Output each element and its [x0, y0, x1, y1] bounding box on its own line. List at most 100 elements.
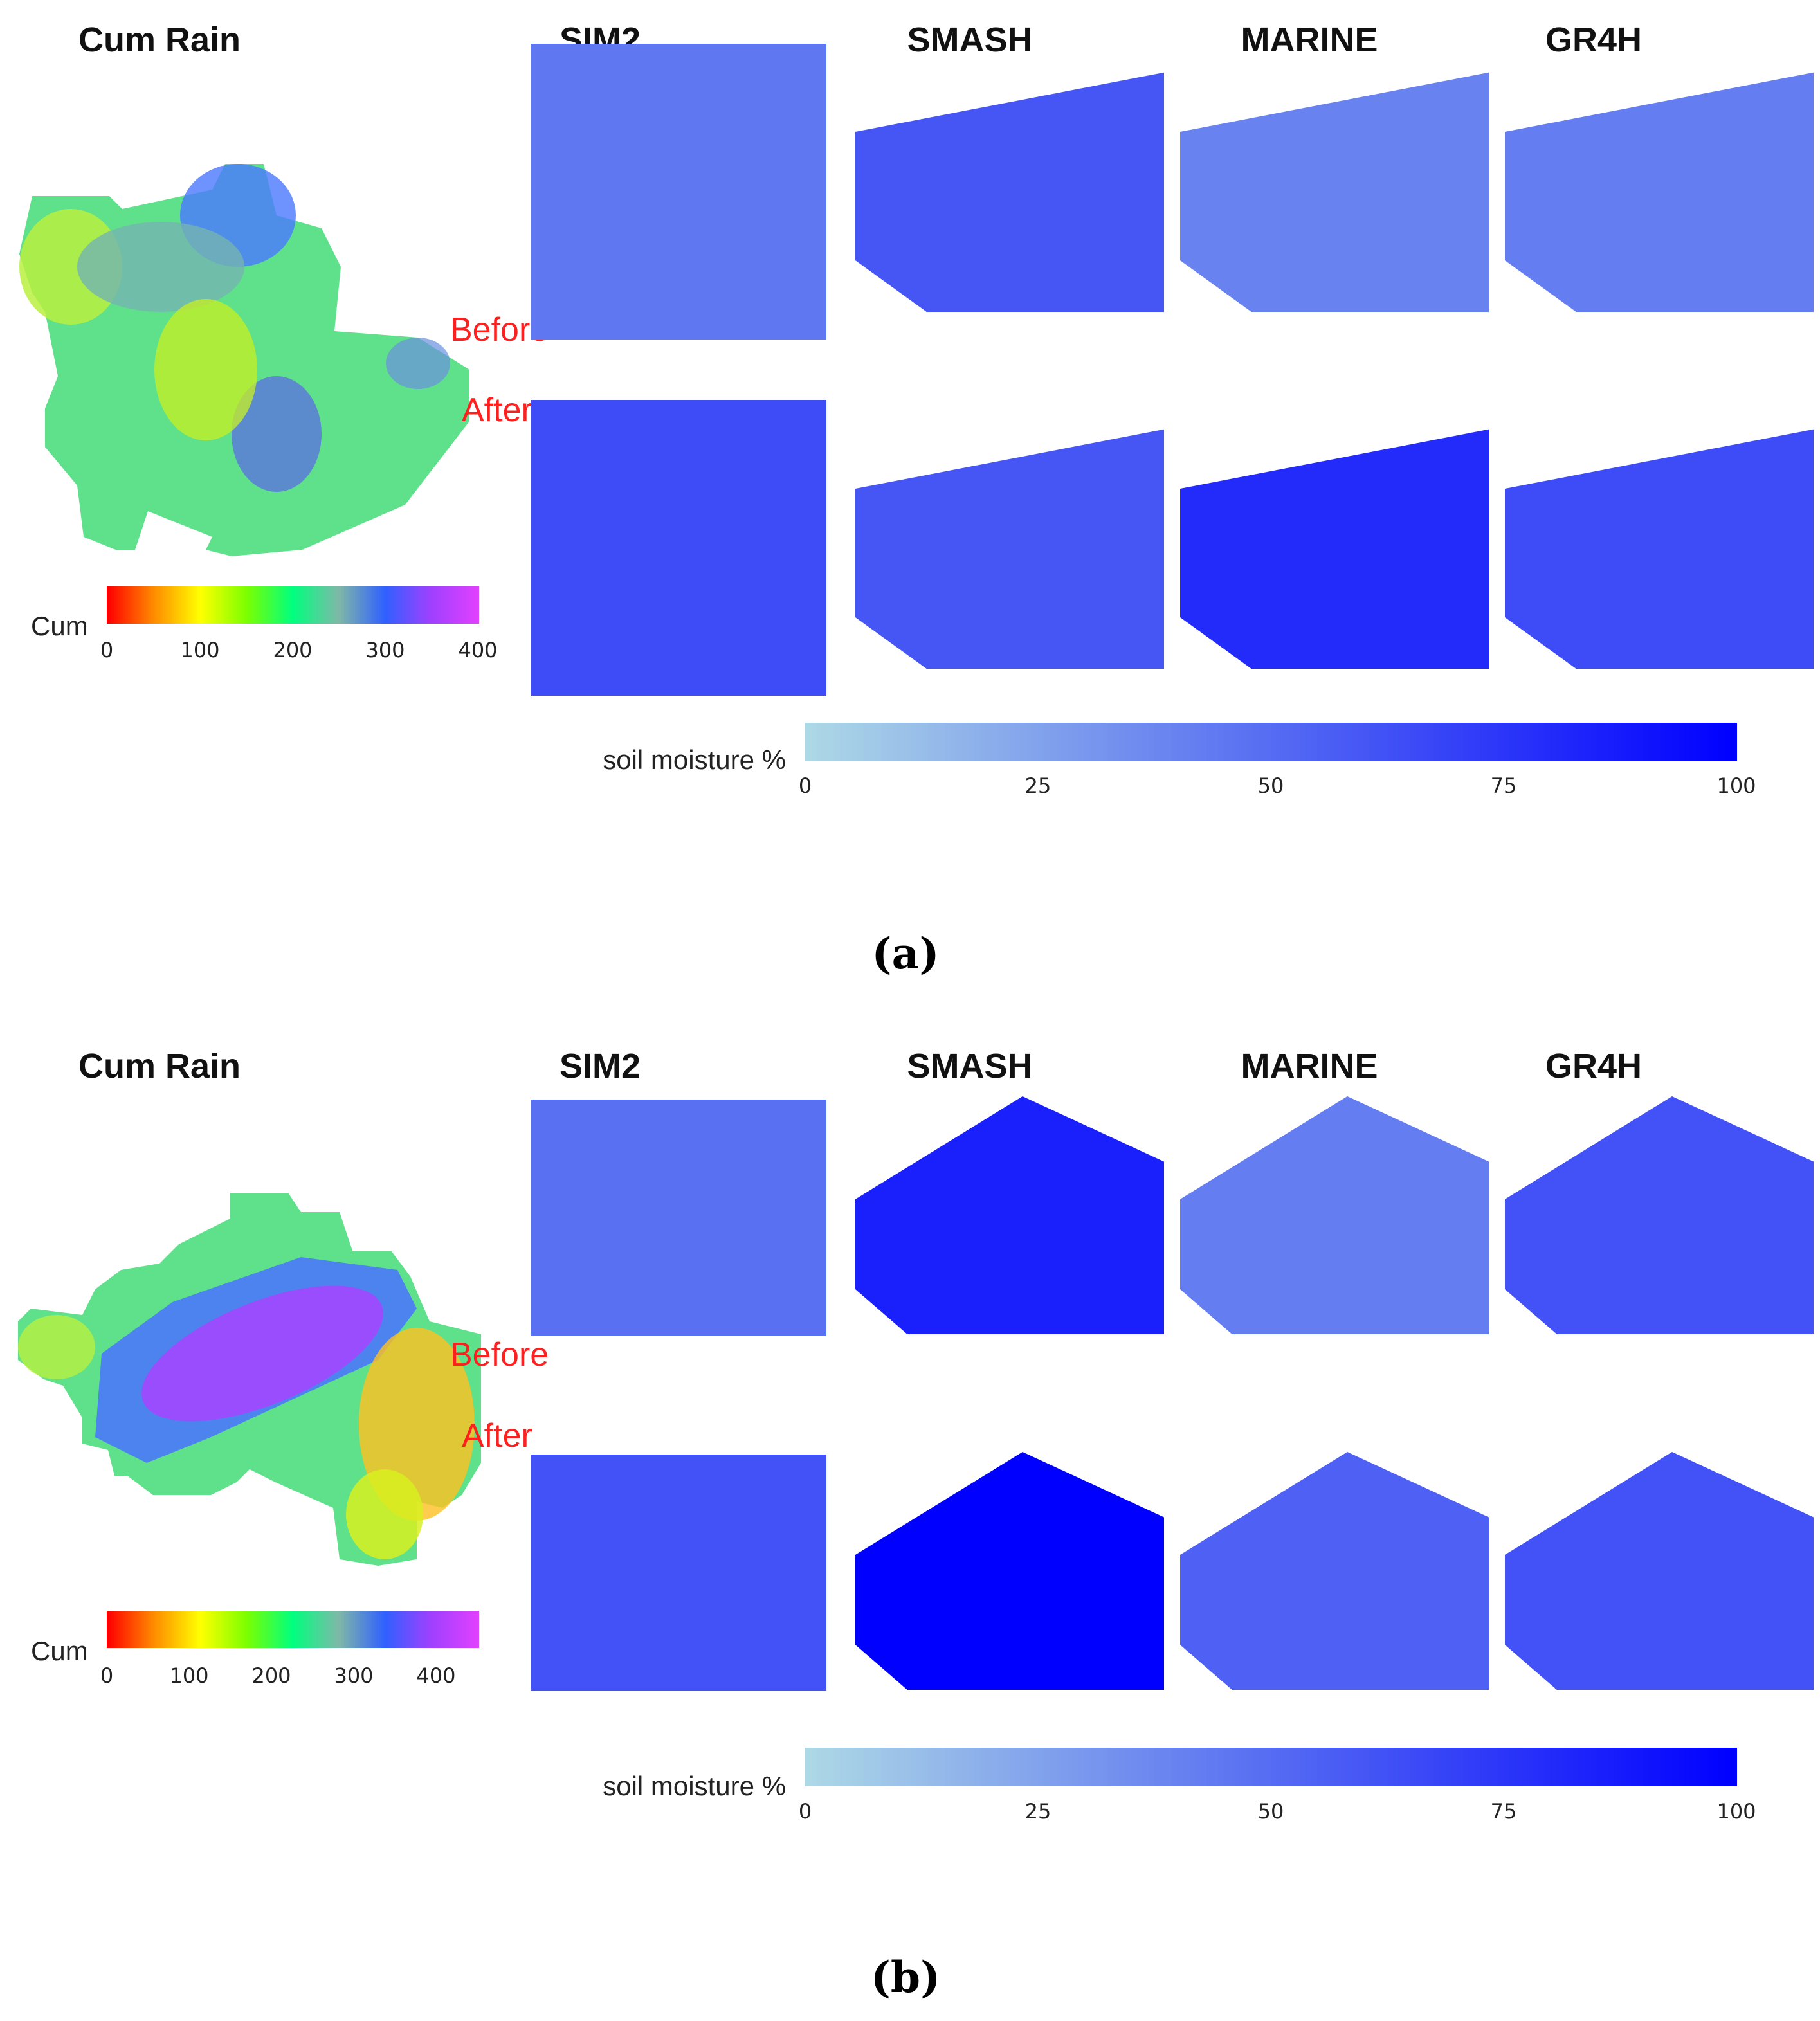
rain-tick: 200	[273, 638, 312, 662]
colorbar-segment	[1433, 1748, 1441, 1786]
colorbar-segment	[476, 586, 479, 624]
colorbar-segment	[181, 1611, 185, 1648]
colorbar-segment	[1491, 1748, 1498, 1786]
colorbar-segment	[1661, 1748, 1668, 1786]
colorbar-segment	[188, 1611, 192, 1648]
colorbar-segment	[1614, 1748, 1621, 1786]
colorbar-segment	[1602, 1748, 1609, 1786]
colorbar-segment	[457, 1611, 461, 1648]
colorbar-segment	[111, 586, 114, 624]
colorbar-segment	[276, 1611, 280, 1648]
colorbar-segment	[132, 586, 136, 624]
colorbar-segment	[408, 1611, 412, 1648]
colorbar-segment	[390, 586, 394, 624]
rain-legend-title: Cum	[31, 611, 88, 641]
colorbar-segment	[199, 586, 203, 624]
colorbar-segment	[274, 586, 277, 624]
colorbar-segment	[1363, 723, 1370, 761]
colorbar-segment	[817, 723, 824, 761]
colorbar-segment	[1538, 1748, 1545, 1786]
colorbar-segment	[174, 586, 177, 624]
colorbar-segment	[316, 1611, 319, 1648]
colorbar-segment	[1579, 723, 1586, 761]
colorbar-segment	[352, 586, 356, 624]
colorbar-segment	[1363, 1748, 1370, 1786]
colorbar-segment	[1166, 723, 1173, 761]
colorbar-segment	[160, 586, 163, 624]
colorbar-segment	[915, 723, 922, 761]
colorbar-segment	[439, 586, 442, 624]
colorbar-segment	[1346, 723, 1353, 761]
colorbar-segment	[1090, 1748, 1097, 1786]
panel-b: Cum Rain Before After Cum 0 100 200 300 …	[18, 1047, 1814, 2002]
colorbar-segment	[293, 586, 296, 624]
colorbar-segment	[1527, 723, 1534, 761]
colorbar-segment	[230, 1611, 233, 1648]
colorbar-segment	[1247, 1748, 1254, 1786]
colorbar-segment	[339, 586, 342, 624]
colorbar-segment	[190, 1611, 194, 1648]
colorbar-segment	[348, 1611, 352, 1648]
colorbar-segment	[143, 586, 147, 624]
colorbar-segment	[1590, 1748, 1597, 1786]
colorbar-segment	[204, 586, 208, 624]
colorbar-segment	[1306, 1748, 1313, 1786]
colorbar-segment	[1689, 1748, 1697, 1786]
colorbar-segment	[322, 1611, 326, 1648]
colorbar-segment	[223, 586, 226, 624]
colorbar-segment	[968, 723, 975, 761]
colorbar-segment	[1428, 1748, 1435, 1786]
sm-colorbar	[805, 723, 1737, 761]
colorbar-segment	[1689, 723, 1697, 761]
colorbar-segment	[113, 586, 117, 624]
colorbar-segment	[1369, 1748, 1376, 1786]
colorbar-segment	[381, 1611, 384, 1648]
colorbar-segment	[218, 586, 222, 624]
rain-colorbar	[107, 1611, 479, 1648]
colorbar-segment	[1462, 1748, 1470, 1786]
colorbar-segment	[199, 1611, 203, 1648]
colorbar-segment	[1014, 723, 1021, 761]
colorbar-segment	[394, 1611, 398, 1648]
colorbar-segment	[1462, 723, 1470, 761]
colorbar-segment	[1008, 1748, 1015, 1786]
colorbar-segment	[927, 723, 934, 761]
colorbar-segment	[211, 586, 215, 624]
smash-after-map	[855, 424, 1164, 669]
panel-a: Cum Rain Before After Cum 0 100 200 300 …	[19, 21, 1814, 979]
colorbar-segment	[1533, 723, 1540, 761]
colorbar-segment	[1428, 723, 1435, 761]
rain-map-peak-band	[141, 1285, 383, 1422]
colorbar-segment	[450, 1611, 454, 1648]
colorbar-segment	[985, 1748, 992, 1786]
colorbar-segment	[241, 586, 245, 624]
colorbar-segment	[1567, 1748, 1574, 1786]
rain-tick: 400	[416, 1663, 455, 1688]
colorbar-segment	[1695, 1748, 1702, 1786]
model-title-marine: MARINE	[1241, 1047, 1378, 1085]
colorbar-segment	[1078, 723, 1086, 761]
colorbar-segment	[188, 586, 192, 624]
colorbar-segment	[130, 586, 133, 624]
colorbar-segment	[139, 586, 143, 624]
colorbar-segment	[267, 1611, 270, 1648]
colorbar-segment	[424, 586, 428, 624]
colorbar-segment	[155, 586, 159, 624]
colorbar-segment	[1684, 1748, 1691, 1786]
colorbar-segment	[352, 1611, 356, 1648]
colorbar-segment	[287, 1611, 291, 1648]
colorbar-segment	[1148, 1748, 1155, 1786]
colorbar-segment	[304, 586, 307, 624]
colorbar-segment	[183, 1611, 187, 1648]
colorbar-segment	[1235, 723, 1242, 761]
colorbar-segment	[805, 723, 812, 761]
model-title-gr4h: GR4H	[1545, 21, 1642, 59]
after-label: After	[462, 1417, 532, 1455]
colorbar-segment	[225, 586, 228, 624]
colorbar-segment	[167, 1611, 170, 1648]
colorbar-segment	[269, 1611, 273, 1648]
colorbar-segment	[165, 586, 168, 624]
colorbar-segment	[392, 586, 396, 624]
colorbar-segment	[111, 1611, 114, 1648]
rain-tick: 100	[180, 638, 219, 662]
